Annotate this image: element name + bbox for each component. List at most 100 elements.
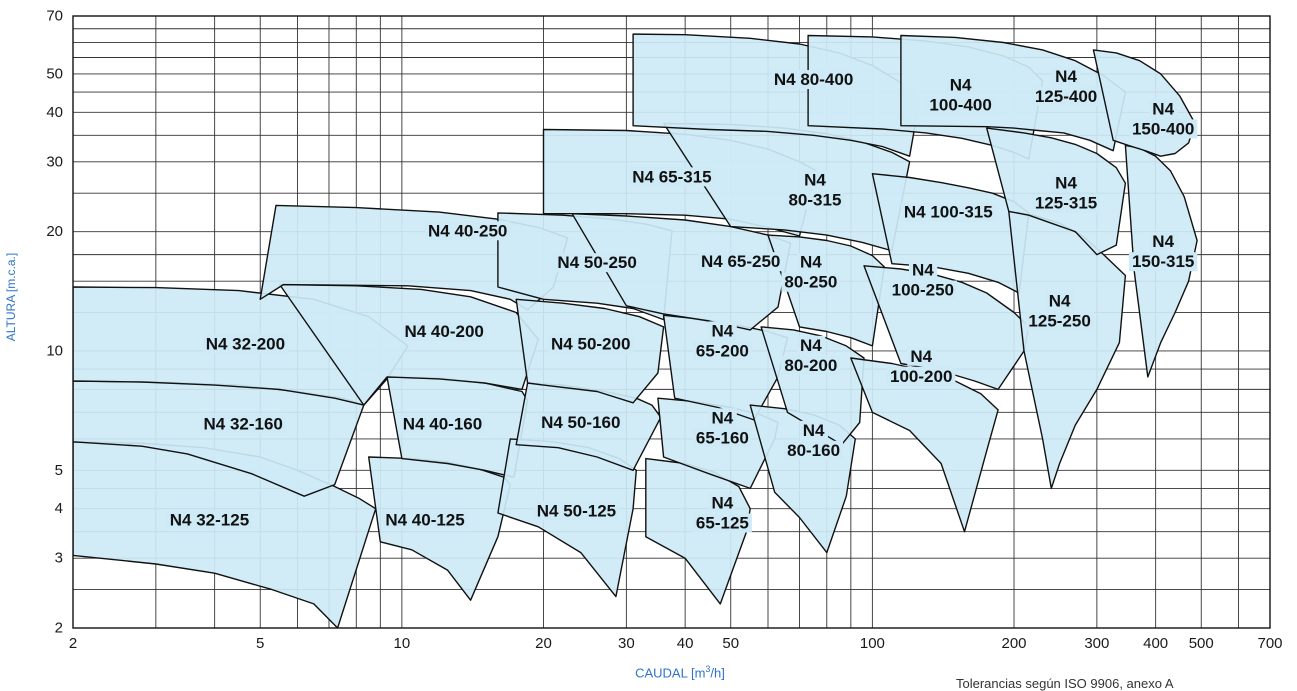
x-tick-label: 200 [1001,635,1026,652]
zone-label-n4-80-200: 80-200 [784,356,837,375]
zone-label-n4-125-250: 125-250 [1028,312,1090,331]
zone-label-bg [399,414,486,434]
zone-label-n4-80-400: N4 80-400 [774,70,853,89]
zone-label-bg [888,280,958,300]
x-tick-label: 50 [722,635,739,652]
x-tick-label: 300 [1084,635,1109,652]
x-axis-label-exponent: 3 [705,664,711,674]
zone-label-n4-100-400: 100-400 [929,96,991,115]
zone-label-n4-80-160: N4 [803,421,825,440]
x-axis-label-unit: /h] [710,665,725,681]
x-tick-label: 500 [1189,635,1214,652]
x-tick-label: 100 [860,635,885,652]
zone-n4-125-250 [1008,210,1127,490]
zone-label-bg [785,190,845,210]
y-tick-label: 5 [55,462,63,479]
zone-label-bg [781,355,841,375]
zone-label-bg [801,170,830,190]
x-tick-label: 400 [1143,635,1168,652]
zone-label-bg [1128,252,1198,272]
zone-label-bg [1052,173,1081,193]
zone-label-bg [548,334,634,354]
zone-label-bg [698,252,784,272]
zone-label-bg [1149,99,1178,119]
zone-label-bg [692,513,752,533]
zone-label-n4-150-315: 150-315 [1132,252,1194,271]
zone-label-bg [784,440,844,460]
zone-label-bg [708,408,737,428]
y-axis-ticks: 2 3 4 5 10 20 30 40 50 70 [46,8,63,637]
zone-label-n4-50-125: N4 50-125 [537,501,616,520]
zone-label-bg [708,321,737,341]
zone-label-n4-150-315: N4 [1152,232,1174,251]
zone-label-bg [629,167,715,187]
zone-label-n4-100-200: N4 [910,347,932,366]
zone-label-n4-125-400: N4 [1055,67,1077,86]
zone-label-bg [202,334,289,354]
zone-label-bg [796,252,826,272]
zone-label-n4-150-400: N4 [1152,99,1174,118]
zone-label-n4-50-160: N4 50-160 [541,413,620,432]
pump-zones [73,33,1198,628]
zone-label-bg [781,272,841,292]
zone-label-n4-125-400: 125-400 [1035,87,1097,106]
y-tick-label: 10 [46,342,63,359]
zone-label-bg [1031,193,1101,213]
zone-label-n4-65-200: N4 [712,321,734,340]
x-tick-label: 10 [394,635,411,652]
zone-label-n4-65-125: 65-125 [696,514,749,533]
zone-label-bg [926,95,995,115]
zone-label-n4-65-315: N4 65-315 [632,167,711,186]
zone-label-bg [900,202,996,222]
zone-label-n4-100-250: 100-250 [892,281,954,300]
zone-label-bg [538,412,624,432]
zone-label-bg [1045,291,1075,311]
x-tick-label: 2 [69,635,77,652]
zone-label-n4-65-160: N4 [712,408,734,427]
zone-label-n4-125-315: N4 [1055,174,1077,193]
y-tick-label: 50 [46,65,63,82]
x-axis-ticks: 2 5 10 20 30 40 50 100 200 300 400 500 700 [69,635,1283,652]
zone-label-bg [1128,119,1198,139]
zone-label-bg [1031,86,1101,106]
zone-label-n4-65-200: 65-200 [696,341,749,360]
x-axis-label: CAUDAL [m3/h] [600,664,760,680]
zone-label-n4-65-125: N4 [712,494,734,513]
zone-label-bg [799,420,829,440]
x-tick-label: 5 [256,635,264,652]
zone-label-bg [770,70,857,90]
zone-label-n4-40-200: N4 40-200 [404,322,483,341]
zone-label-bg [796,335,826,355]
zone-label-n4-80-250: N4 [800,253,822,272]
zone-label-n4-100-200: 100-200 [890,367,952,386]
zone-label-bg [166,510,253,530]
zone-label-bg [907,346,936,366]
x-tick-label: 700 [1257,635,1282,652]
y-tick-label: 70 [46,8,63,25]
zone-label-bg [401,321,487,341]
x-axis-label-main: CAUDAL [m [635,665,706,681]
zone-label-n4-80-250: 80-250 [784,273,837,292]
zone-label-n4-50-250: N4 50-250 [557,253,636,272]
zone-label-n4-80-315: 80-315 [788,190,841,209]
y-tick-label: 40 [46,104,63,121]
y-axis-label: ALTURA [m.c.a.] [4,252,18,342]
zone-label-n4-32-160: N4 32-160 [203,414,282,433]
x-tick-label: 40 [677,635,694,652]
zone-label-bg [887,366,956,386]
x-tick-label: 20 [535,635,552,652]
y-tick-label: 30 [46,153,63,170]
zone-label-bg [382,510,468,530]
tolerance-note: Tolerancias según ISO 9906, anexo A [956,676,1174,691]
zone-label-bg [946,75,976,95]
zone-label-n4-100-400: N4 [950,76,972,95]
y-tick-label: 4 [55,500,63,517]
zone-label-n4-100-250: N4 [912,261,934,280]
x-tick-label: 30 [618,635,635,652]
zone-label-n4-65-160: 65-160 [696,428,749,447]
zone-n4-125-400 [900,34,1127,152]
zone-label-n4-32-200: N4 32-200 [206,335,285,354]
zone-label-bg [200,414,286,434]
zone-label-n4-80-200: N4 [800,336,822,355]
